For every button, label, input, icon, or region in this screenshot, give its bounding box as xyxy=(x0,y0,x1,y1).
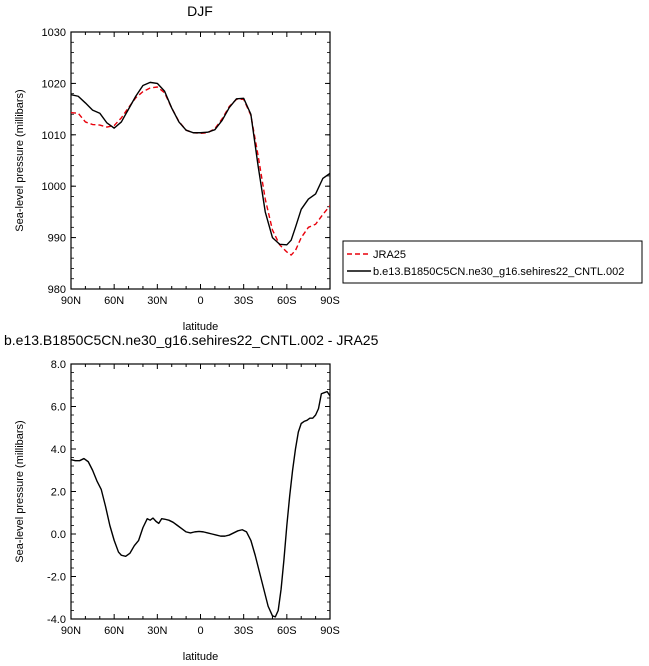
x-tick-label: 90S xyxy=(320,625,340,637)
x-tick-label: 0 xyxy=(197,295,203,307)
x-tick-label: 30N xyxy=(147,295,167,307)
y-axis-label: Sea-level pressure (millibars) xyxy=(14,89,26,231)
x-tick-label: 30S xyxy=(234,625,254,637)
legend-label: b.e13.B1850C5CN.ne30_g16.sehires22_CNTL.… xyxy=(373,266,624,278)
y-tick-label: 0.0 xyxy=(51,529,66,541)
plot-frame xyxy=(70,31,331,290)
y-axis-label: Sea-level pressure (millibars) xyxy=(14,420,26,562)
y-tick-label: 8.0 xyxy=(51,359,66,371)
y-tick-label: 990 xyxy=(48,233,66,245)
series-line-model xyxy=(71,81,330,246)
plot-frame xyxy=(70,363,331,620)
x-tick-label: 60N xyxy=(104,625,124,637)
y-tick-label: -2.0 xyxy=(47,572,66,584)
panel-bottom-difference: b.e13.B1850C5CN.ne30_g16.sehires22_CNTL.… xyxy=(4,332,379,663)
series-line-model xyxy=(71,390,330,618)
x-tick-label: 60S xyxy=(277,295,297,307)
x-tick-label: 90N xyxy=(61,295,81,307)
x-tick-label: 60S xyxy=(277,625,297,637)
y-tick-label: -4.0 xyxy=(47,614,66,626)
x-tick-label: 0 xyxy=(197,625,203,637)
y-tick-label: 1030 xyxy=(42,27,66,39)
chart-title: b.e13.B1850C5CN.ne30_g16.sehires22_CNTL.… xyxy=(4,332,379,348)
x-tick-label: 90S xyxy=(320,295,340,307)
x-axis-label: latitude xyxy=(183,651,218,663)
legend-label: JRA25 xyxy=(373,249,406,261)
x-tick-label: 30S xyxy=(234,295,254,307)
series-line-jra25 xyxy=(71,86,330,256)
y-tick-label: 1020 xyxy=(42,78,66,90)
y-tick-label: 6.0 xyxy=(51,402,66,414)
x-tick-label: 60N xyxy=(104,295,124,307)
y-tick-label: 1000 xyxy=(42,181,66,193)
panel-top-djf: DJF 90N 60N 30N 0 30S 60S 90S 980 990 1000 1010 1020… xyxy=(14,3,643,333)
chart-title: DJF xyxy=(187,3,213,19)
y-tick-label: 4.0 xyxy=(51,444,66,456)
y-tick-label: 980 xyxy=(48,284,66,296)
x-tick-label: 90N xyxy=(61,625,81,637)
legend-box xyxy=(342,240,643,284)
x-axis-label: latitude xyxy=(183,321,218,333)
y-tick-label: 1010 xyxy=(42,130,66,142)
y-tick-label: 2.0 xyxy=(51,487,66,499)
x-tick-label: 30N xyxy=(147,625,167,637)
